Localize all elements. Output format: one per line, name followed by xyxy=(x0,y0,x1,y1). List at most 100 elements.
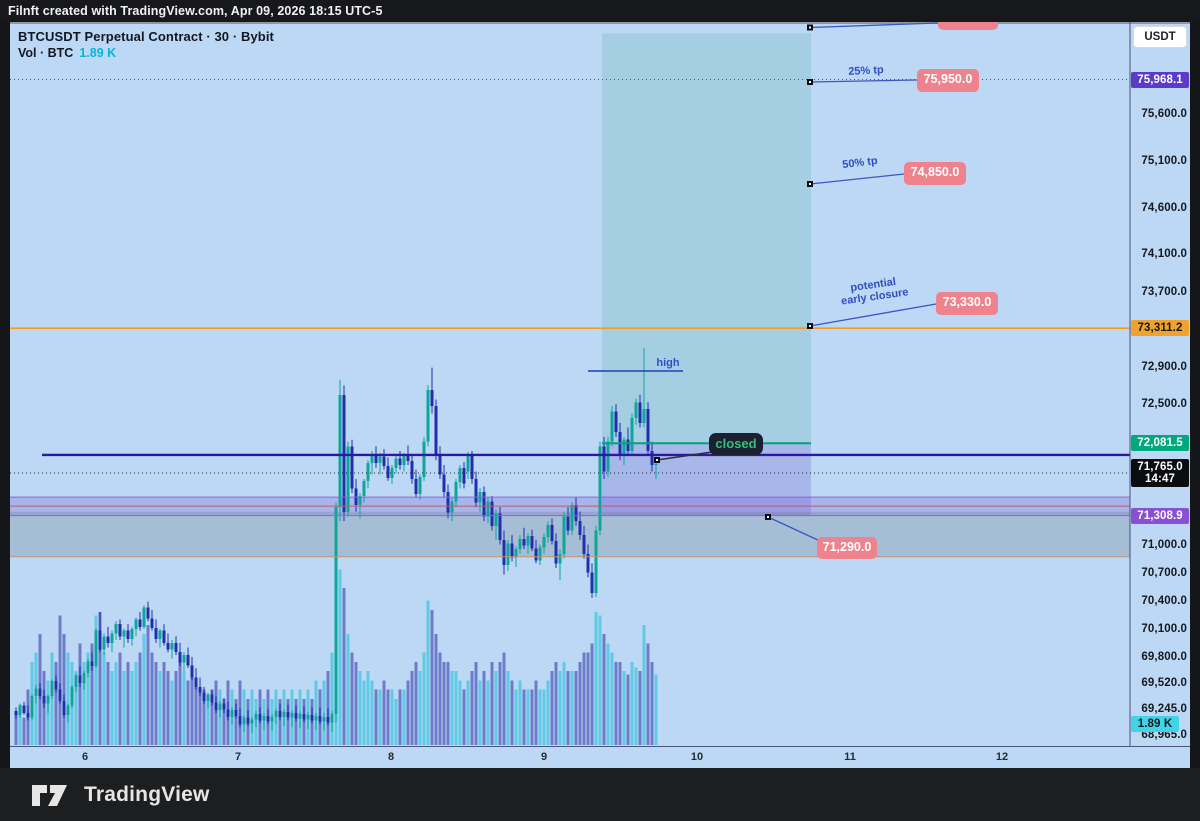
volume-bar xyxy=(434,634,438,745)
candle xyxy=(218,703,222,711)
volume-bar xyxy=(618,661,622,745)
stop-71290-line xyxy=(767,516,821,542)
candle xyxy=(46,696,50,704)
volume-bar xyxy=(422,652,426,745)
volume-bar xyxy=(22,717,26,745)
candle xyxy=(234,710,238,716)
volume-bar xyxy=(378,689,382,745)
gray-hband xyxy=(10,511,1130,557)
candle xyxy=(386,465,390,479)
candle xyxy=(518,538,522,550)
candle xyxy=(302,713,306,720)
volume-value: 1.89 K xyxy=(79,46,117,60)
candle xyxy=(250,719,254,724)
candle xyxy=(346,446,350,512)
candle xyxy=(238,715,242,725)
candle xyxy=(334,507,338,714)
candle xyxy=(254,713,258,720)
candle xyxy=(638,402,642,423)
candle xyxy=(230,710,234,717)
candle xyxy=(326,716,330,723)
candle xyxy=(62,700,66,715)
volume-bar xyxy=(370,680,374,745)
candle xyxy=(530,536,534,549)
volume-bar xyxy=(590,643,594,745)
volume-bar xyxy=(498,661,502,745)
candle xyxy=(70,686,74,706)
volume-bar xyxy=(654,674,658,745)
volume-bar xyxy=(446,661,450,745)
tradingview-wordmark[interactable]: TradingView xyxy=(84,782,210,806)
volume-bar xyxy=(126,661,130,745)
time-axis[interactable] xyxy=(10,746,1190,768)
candle xyxy=(654,464,658,466)
volume-bar xyxy=(330,652,334,745)
volume-bar xyxy=(398,689,402,745)
candle xyxy=(570,505,574,531)
volume-bar xyxy=(342,587,346,745)
candle xyxy=(586,553,590,573)
candle xyxy=(510,543,514,558)
volume-bar xyxy=(518,680,522,745)
volume-bar xyxy=(510,680,514,745)
volume-bar xyxy=(114,661,118,745)
volume-bar xyxy=(162,661,166,745)
volume-bar xyxy=(566,671,570,745)
candle xyxy=(650,450,654,465)
volume-bar xyxy=(542,689,546,745)
candle xyxy=(490,501,494,526)
candle xyxy=(74,675,78,687)
volume-bar xyxy=(622,671,626,745)
volume-bar xyxy=(546,680,550,745)
potential-early-closure-anchor-dot-center xyxy=(809,325,811,327)
candle xyxy=(150,618,154,628)
candle xyxy=(94,630,98,667)
volume-bar xyxy=(146,624,150,745)
candle xyxy=(574,505,578,522)
candle xyxy=(362,480,366,496)
candle xyxy=(402,455,406,465)
currency-toggle-button[interactable]: USDT xyxy=(1133,26,1187,48)
candle xyxy=(418,477,422,494)
volume-bar xyxy=(550,671,554,745)
symbol-title[interactable]: BTCUSDT Perpetual Contract · 30 · Bybit xyxy=(18,29,274,44)
watermark-bar: Filnft created with TradingView.com, Apr… xyxy=(0,0,1200,22)
volume-bar xyxy=(158,671,162,745)
candle xyxy=(222,703,226,710)
volume-bar xyxy=(170,680,174,745)
volume-bar xyxy=(502,652,506,745)
volume-bar xyxy=(650,661,654,745)
candle xyxy=(206,694,210,701)
volume-bar xyxy=(362,680,366,745)
volume-bar xyxy=(134,661,138,745)
volume-bar xyxy=(338,569,342,745)
closed-anchor-dot-center xyxy=(656,459,658,461)
candle xyxy=(606,441,610,472)
volume-bar xyxy=(90,643,94,745)
candle xyxy=(134,619,138,629)
volume-bar xyxy=(414,661,418,745)
volume-bar xyxy=(54,661,58,745)
candle xyxy=(482,492,486,517)
volume-bar xyxy=(142,634,146,745)
volume-bar xyxy=(278,698,282,745)
candle xyxy=(54,681,58,690)
volume-bar xyxy=(14,711,18,745)
candle xyxy=(646,408,650,451)
candle xyxy=(274,711,278,717)
candle xyxy=(126,630,130,640)
stop-71290-anchor-dot-center xyxy=(767,516,769,518)
volume-bar xyxy=(110,671,114,745)
volume-label[interactable]: Vol · BTC xyxy=(18,46,74,60)
candle xyxy=(366,463,370,481)
volume-bar xyxy=(478,680,482,745)
candle xyxy=(598,446,602,531)
candle xyxy=(110,633,114,643)
candle xyxy=(42,696,46,704)
volume-bar xyxy=(430,609,434,745)
price-chart[interactable] xyxy=(10,22,1190,746)
candle xyxy=(82,672,86,684)
candle xyxy=(454,481,458,502)
candle xyxy=(310,714,314,721)
